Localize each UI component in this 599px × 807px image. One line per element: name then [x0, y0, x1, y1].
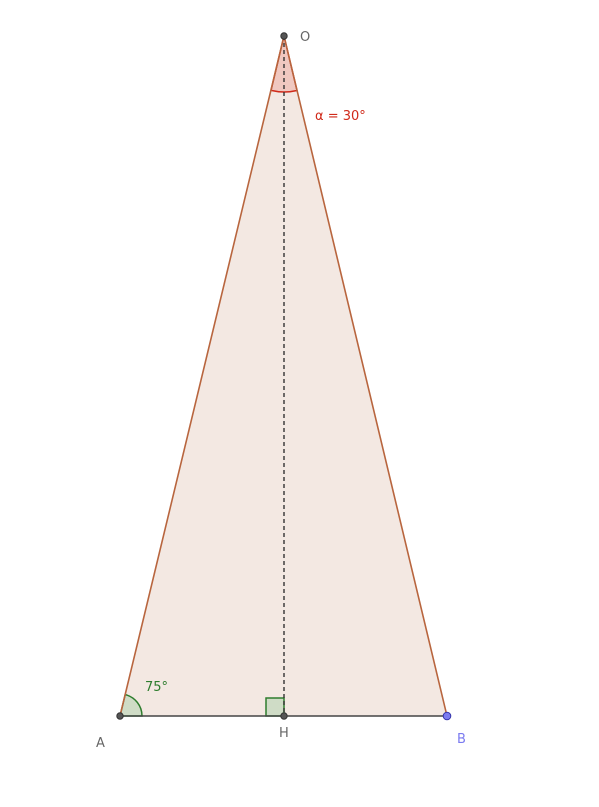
angle-label-o: α = 30°	[315, 109, 366, 124]
side-ob	[283, 35, 448, 717]
point-h	[280, 712, 288, 720]
side-oa	[119, 35, 285, 717]
label-h: H	[279, 726, 289, 741]
point-o	[280, 32, 288, 40]
label-b: B	[457, 732, 466, 747]
label-a: A	[96, 736, 105, 751]
label-o: O	[300, 30, 310, 45]
point-a	[116, 712, 124, 720]
point-b	[442, 711, 452, 721]
right-angle-h	[265, 697, 285, 717]
angle-label-a: 75°	[145, 680, 168, 695]
